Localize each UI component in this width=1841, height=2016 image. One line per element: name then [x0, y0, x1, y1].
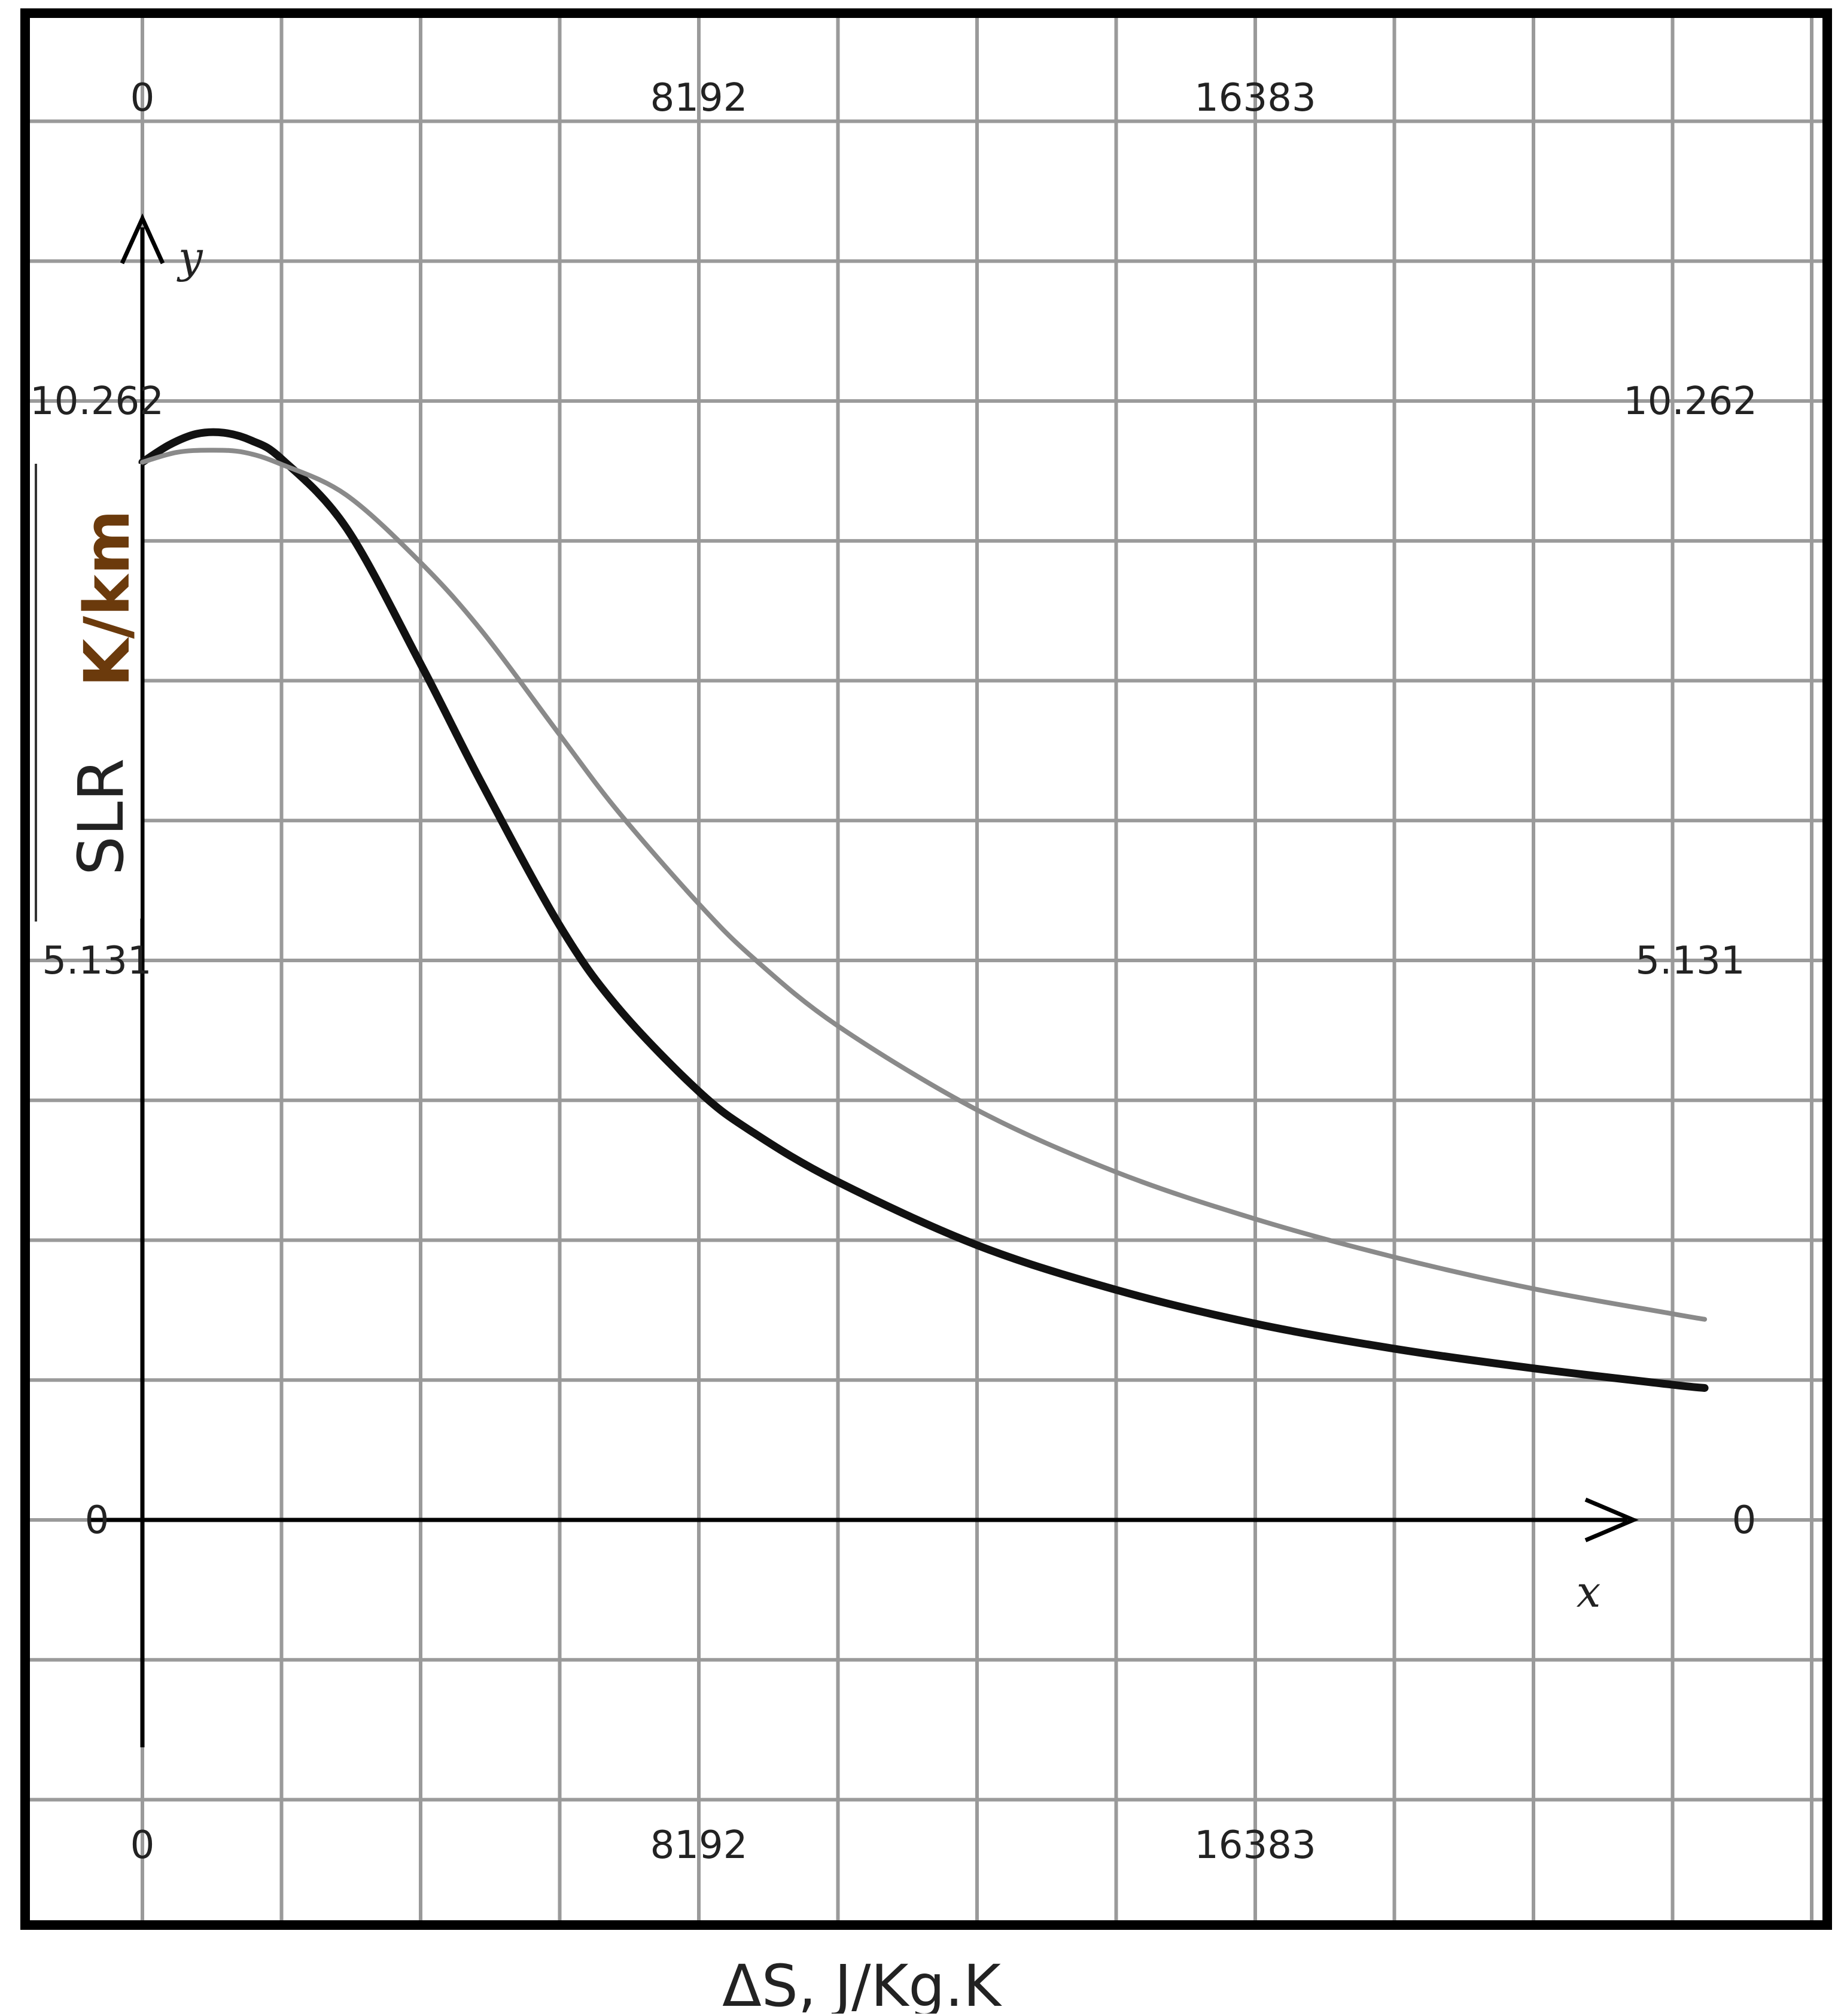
y-tick-label-left: 0 [85, 1498, 109, 1543]
series-group [138, 428, 1709, 1392]
y-tick-label-right: 5.131 [1635, 939, 1745, 983]
y-axis-arrow [120, 213, 165, 264]
y-axis-label: SLR K/km [30, 464, 144, 922]
x-axis-letter: x [1577, 1567, 1601, 1617]
x-tick-label-bottom: 0 [130, 1823, 155, 1868]
y-axis-label-part1: SLR [65, 758, 138, 875]
x-axis-label: ΔS, J/Kg.K [722, 1953, 1002, 2014]
x-tick-label-bottom: 8192 [650, 1823, 748, 1868]
y-tick-label-right: 0 [1732, 1498, 1757, 1543]
y-axis-label-part2: K/km [71, 510, 144, 687]
series-line-1 [138, 428, 1709, 1392]
plot-frame [20, 8, 1832, 1930]
grid [30, 18, 1822, 1920]
y-tick-label-right: 10.262 [1623, 379, 1757, 424]
x-tick-label-top: 0 [130, 76, 155, 120]
x-axis-arrow [1584, 1497, 1639, 1543]
series-line-2 [140, 448, 1708, 1322]
y-axis-letter: y [177, 232, 203, 282]
y-tick-label-left: 5.131 [42, 939, 151, 983]
x-tick-label-top: 8192 [650, 76, 748, 120]
tick-labels: 0 0 8192 8192 16383 16383 0 0 5.131 5.131 10.262 10… [30, 76, 1757, 1868]
x-tick-label-top: 16383 [1194, 76, 1316, 120]
x-tick-label-bottom: 16383 [1194, 1823, 1316, 1868]
axes: xy [90, 213, 1639, 1747]
y-tick-label-left: 10.262 [30, 379, 164, 424]
